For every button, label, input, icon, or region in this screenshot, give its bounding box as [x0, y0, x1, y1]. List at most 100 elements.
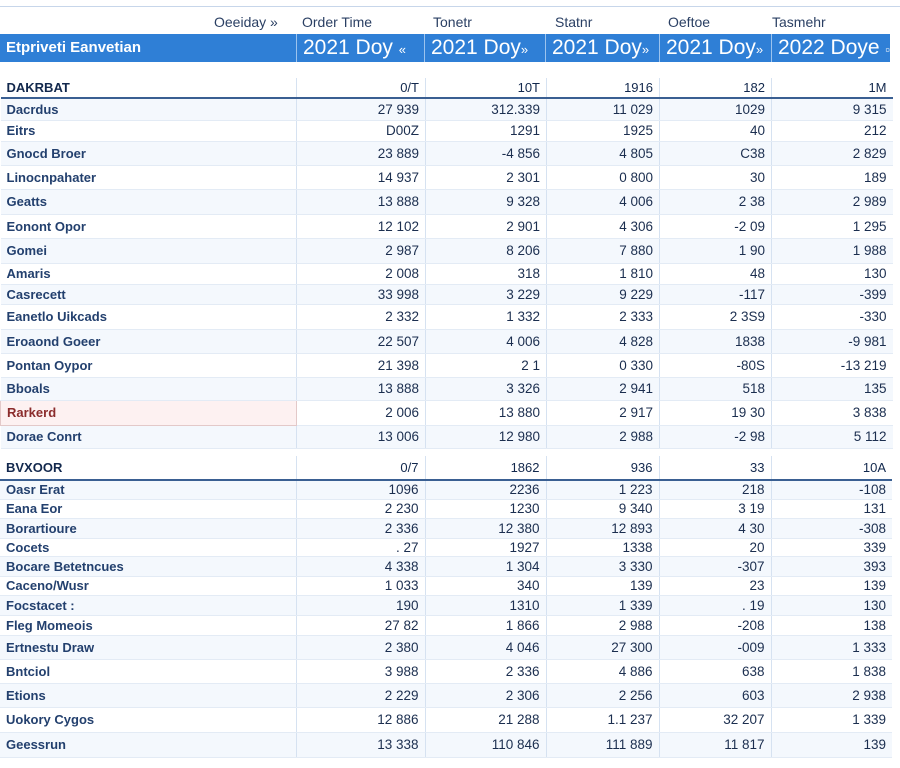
value-cell: -9 981	[771, 329, 893, 354]
value-cell: 130	[770, 595, 892, 616]
day-label: 2021 Doy	[552, 36, 642, 59]
value-cell: 638	[658, 659, 771, 684]
table-row[interactable]: Fleg Momeois 27 82 1 866 2 988 -208 138	[0, 615, 892, 636]
sort-icon[interactable]: »	[641, 42, 650, 57]
day-header[interactable]: 2021 Doy»	[545, 34, 659, 62]
value-cell: 2 938	[770, 683, 892, 708]
sort-icon[interactable]: ▫	[885, 42, 890, 57]
table-row[interactable]: Rarkerd 2 006 13 880 2 917 19 30 3 838	[0, 399, 893, 426]
row-label: Casrecett	[0, 284, 297, 305]
table-row[interactable]: Linocnpahater 14 937 2 301 0 800 30 189	[0, 165, 893, 190]
value-cell: 2 901	[425, 214, 547, 239]
table-row[interactable]: Geessrun 13 338 110 846 111 889 11 817 139	[0, 732, 892, 758]
value-cell: 1310	[424, 595, 546, 616]
value-cell: 139	[770, 576, 892, 596]
value-cell: 340	[424, 576, 546, 596]
day-header[interactable]: 2021 Doy «	[296, 34, 424, 62]
table-row[interactable]: Etions 2 229 2 306 2 256 603 2 938	[0, 683, 892, 708]
value-cell: 4 338	[295, 556, 425, 577]
value-cell: 4 006	[425, 329, 547, 354]
value-cell: 190	[295, 595, 425, 616]
section-total-cell: 1916	[546, 78, 660, 99]
value-cell: 603	[658, 683, 771, 708]
value-cell: 1 838	[770, 659, 892, 684]
table-row[interactable]: Focstacet :190 1310 1 339. 19 130	[0, 595, 892, 616]
value-cell: -308	[770, 518, 892, 539]
value-cell: 1 295	[771, 214, 893, 239]
table-row[interactable]: Gomei 2 987 8 206 7 880 1 90 1 988	[0, 238, 893, 264]
day-header[interactable]: 2021 Doy»	[424, 34, 545, 62]
value-cell: D00Z	[296, 120, 426, 142]
day-header[interactable]: 2021 Doy»	[659, 34, 771, 62]
column-header[interactable]: Order Time	[302, 14, 373, 30]
sort-icon[interactable]: »	[755, 42, 764, 57]
day-label: 2022 Doye	[778, 36, 880, 59]
table-row[interactable]: Eana Eor 2 230 1230 9 340 3 19 131	[0, 499, 892, 519]
value-cell: -108	[770, 480, 892, 500]
column-header[interactable]: Tasmehr	[772, 14, 826, 30]
value-cell: 11 817	[658, 732, 771, 758]
value-cell: 1 866	[424, 615, 546, 636]
table-row[interactable]: Ertnestu Draw 2 380 4 046 27 300 -009 1 333	[0, 635, 892, 660]
value-cell: 3 838	[771, 400, 893, 426]
table-row[interactable]: Caceno/Wusr 1 033 340 139 23 139	[0, 576, 892, 596]
table-row[interactable]: Eanetlo Uikcads 2 332 1 332 2 333 2 3S9 -330	[0, 304, 893, 330]
column-header-row: Oeeiday » Order Time Tonetr Statnr Oefto…	[0, 10, 900, 34]
table-row[interactable]: Eitrs D00Z 1291 1925 40 212	[0, 120, 893, 142]
sort-icon[interactable]: »	[520, 42, 529, 57]
value-cell: 27 939	[296, 98, 426, 121]
value-cell: 318	[425, 263, 547, 285]
column-header[interactable]: Statnr	[555, 14, 593, 30]
value-cell: 23	[658, 576, 771, 596]
value-cell: 4 046	[424, 635, 546, 660]
table-row[interactable]: Dacrdus 27 939 312.339 11 029 1029 9 315	[0, 98, 893, 121]
value-cell: . 19	[658, 595, 771, 616]
value-cell: 4 306	[546, 214, 660, 239]
section-header-row[interactable]: DAKRBAT 0/T 10T 1916 182 1M	[0, 78, 893, 99]
table-row[interactable]: Eroaond Goeer 22 507 4 006 4 828 1838 -9 981	[0, 329, 893, 354]
value-cell: -399	[771, 284, 893, 305]
table-row[interactable]: Cocets. 27 1927 1338 20 339	[0, 538, 892, 557]
value-cell: 131	[770, 499, 892, 519]
day-label: 2021 Doy	[303, 36, 393, 59]
table-row[interactable]: Oasr Erat 1096 2236 1 223 218 -108	[0, 480, 892, 500]
value-cell: 110 846	[424, 732, 546, 758]
value-cell: 13 888	[296, 377, 426, 401]
row-label: Gnocd Broer	[0, 141, 297, 166]
row-label: Cocets	[0, 538, 296, 557]
value-cell: 2 987	[296, 238, 426, 264]
table-row[interactable]: Eonont Opor 12 102 2 901 4 306 -2 09 1 295	[0, 214, 893, 239]
table-row[interactable]: Gnocd Broer 23 889 -4 856 4 805 C38 2 829	[0, 141, 893, 166]
value-cell: 9 328	[425, 189, 547, 215]
sort-icon[interactable]: «	[398, 42, 406, 57]
column-header[interactable]: Oeeiday »	[214, 14, 278, 30]
section-header-row[interactable]: BVXOOR 0/7 1862 936 33 10A	[0, 456, 892, 481]
value-cell: 1 339	[770, 707, 892, 733]
column-header[interactable]: Tonetr	[433, 14, 472, 30]
day-header[interactable]: 2022 Doye ▫	[771, 34, 890, 62]
table-row[interactable]: Bboals 13 888 3 326 2 941 518 135	[0, 377, 893, 401]
value-cell: -307	[658, 556, 771, 577]
table-row[interactable]: Casrecett 33 998 3 229 9 229 -117 -399	[0, 284, 893, 305]
value-cell: 30	[659, 165, 772, 190]
table-row[interactable]: Geatts 13 888 9 328 4 006 2 38 2 989	[0, 189, 893, 215]
table-row[interactable]: Amaris 2 008 318 1 810 48 130	[0, 263, 893, 285]
value-cell: 12 380	[424, 518, 546, 539]
value-cell: 14 937	[296, 165, 426, 190]
table-row[interactable]: Bocare Betetncues 4 338 1 304 3 330 -307 393	[0, 556, 892, 577]
value-cell: 32 207	[658, 707, 771, 733]
value-cell: 212	[771, 120, 893, 142]
table-row[interactable]: Uokory Cygos 12 886 21 288 1.1 237 32 207 1 3…	[0, 707, 892, 733]
value-cell: 4 30	[658, 518, 771, 539]
value-cell: 2 988	[546, 425, 660, 449]
value-cell: 2 336	[295, 518, 425, 539]
row-label: Uokory Cygos	[0, 707, 296, 733]
table-row[interactable]: Bntciol 3 988 2 336 4 886 638 1 838	[0, 659, 892, 684]
value-cell: 2 301	[425, 165, 547, 190]
value-cell: 2 38	[659, 189, 772, 215]
table-row[interactable]: Borartioure 2 336 12 380 12 893 4 30 -308	[0, 518, 892, 539]
value-cell: 40	[659, 120, 772, 142]
column-header[interactable]: Oeftoe	[668, 14, 711, 30]
table-row[interactable]: Dorae Conrt 13 006 12 980 2 988 -2 98 5 112	[0, 425, 893, 449]
